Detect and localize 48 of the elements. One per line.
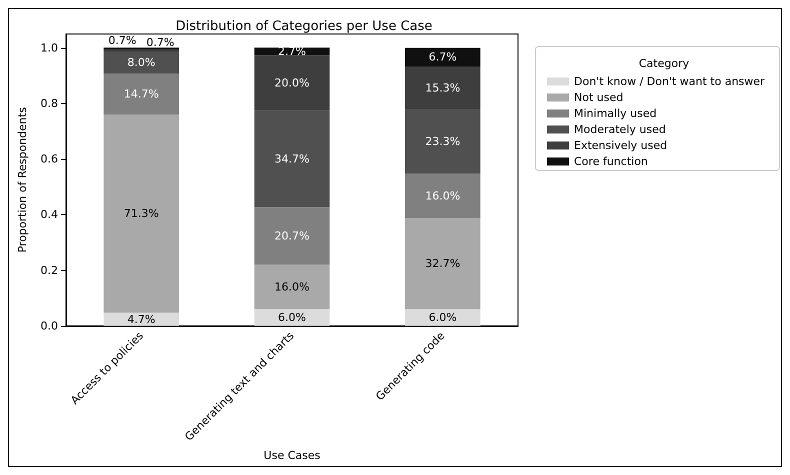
bar bbox=[254, 110, 330, 208]
data-label: 16.0% bbox=[425, 190, 460, 203]
y-tick-label: 0.0 bbox=[40, 319, 58, 332]
bar bbox=[405, 109, 480, 174]
bar bbox=[254, 55, 330, 111]
bar bbox=[254, 207, 330, 265]
data-label: 32.7% bbox=[425, 257, 460, 270]
bar bbox=[405, 309, 480, 326]
legend-label: Don't know / Don't want to answer bbox=[574, 75, 766, 88]
data-label: 6.0% bbox=[428, 311, 457, 324]
bar bbox=[405, 66, 480, 110]
bar bbox=[104, 74, 179, 115]
data-label: 4.7% bbox=[127, 312, 156, 326]
data-label: 14.7% bbox=[124, 88, 159, 101]
data-label: 0.7% bbox=[146, 36, 174, 50]
y-axis-title: Proportion of Respondents bbox=[16, 106, 29, 253]
bar bbox=[254, 309, 330, 326]
bar bbox=[405, 174, 480, 218]
y-tick-label: 1.0 bbox=[40, 41, 58, 54]
data-label: 6.7% bbox=[428, 50, 457, 64]
bar bbox=[104, 114, 179, 313]
y-tick-label: 0.2 bbox=[40, 264, 58, 277]
data-label: 34.7% bbox=[274, 152, 310, 166]
legend-label: Core function bbox=[574, 155, 648, 168]
data-label: 0.7% bbox=[108, 34, 136, 48]
x-axis-title: Use Cases bbox=[264, 449, 321, 462]
legend-label: Not used bbox=[574, 91, 624, 104]
bar bbox=[405, 48, 480, 67]
bar bbox=[104, 312, 179, 326]
data-label: 16.0% bbox=[274, 280, 310, 294]
data-label: 20.7% bbox=[274, 229, 310, 242]
y-tick-label: 0.8 bbox=[40, 96, 58, 110]
legend-label: Extensively used bbox=[574, 139, 668, 152]
legend-label: Moderately used bbox=[574, 123, 666, 136]
legend-label: Minimally used bbox=[574, 107, 657, 120]
data-label: 6.0% bbox=[278, 311, 306, 324]
bar bbox=[104, 52, 179, 74]
data-label: 23.3% bbox=[425, 134, 460, 148]
y-tick-label: 0.4 bbox=[40, 208, 58, 222]
data-label: 71.3% bbox=[124, 207, 159, 220]
bar bbox=[405, 218, 480, 310]
y-tick-label: 0.6 bbox=[40, 152, 58, 166]
data-label: 20.0% bbox=[274, 76, 310, 90]
chart-title: Distribution of Categories per Use Case bbox=[176, 19, 432, 34]
data-label: 15.3% bbox=[425, 81, 460, 94]
bar bbox=[254, 264, 330, 310]
legend-title: Category bbox=[638, 57, 690, 70]
data-label: 8.0% bbox=[127, 56, 156, 70]
